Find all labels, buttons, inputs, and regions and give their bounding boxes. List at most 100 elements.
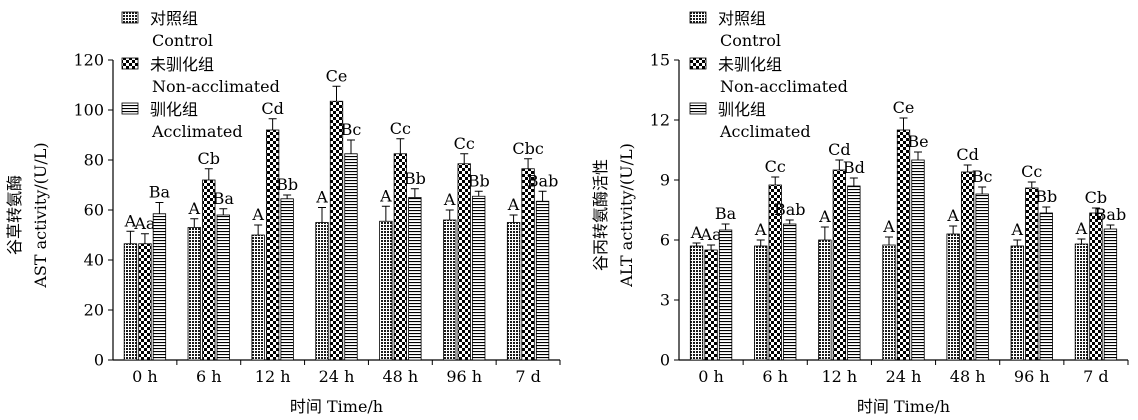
bar xyxy=(280,198,294,361)
y-tick-label: 12 xyxy=(650,111,670,130)
y-axis-label: 谷丙转氨酶活性 xyxy=(591,159,610,271)
data-label: A xyxy=(882,217,895,236)
data-label: Cc xyxy=(454,134,475,153)
bar xyxy=(1103,228,1118,361)
data-label: A xyxy=(124,211,137,230)
legend-swatch xyxy=(121,11,139,24)
y-tick-label: 3 xyxy=(660,291,670,310)
x-tick-label: 6 h xyxy=(762,367,788,386)
data-label: Cb xyxy=(1085,188,1107,207)
legend-label-en: Control xyxy=(152,31,213,50)
bar xyxy=(265,129,280,361)
data-label: A xyxy=(1075,219,1088,238)
x-tick-label: 0 h xyxy=(132,367,158,386)
y-tick-label: 20 xyxy=(84,301,104,320)
data-label: Cd xyxy=(261,99,283,118)
bar xyxy=(506,222,521,361)
legend-swatch xyxy=(689,102,707,115)
bar xyxy=(216,214,230,361)
bar xyxy=(818,239,832,361)
y-tick-label: 15 xyxy=(650,51,670,70)
bar xyxy=(783,223,797,361)
bar xyxy=(1025,187,1039,361)
data-label: Cc xyxy=(765,157,786,176)
bar xyxy=(138,243,152,361)
legend-label-en: Acclimated xyxy=(151,122,243,141)
x-tick-label: 96 h xyxy=(446,367,482,386)
data-label: Ba xyxy=(715,204,737,223)
data-label: A xyxy=(818,207,831,226)
y-axis-label: ALT activity/(U/L) xyxy=(617,143,636,288)
x-tick-label: 12 h xyxy=(821,367,857,386)
bar xyxy=(344,153,358,361)
data-label: A xyxy=(690,223,703,242)
data-label: Bd xyxy=(843,158,865,177)
data-label: Ce xyxy=(893,98,915,117)
data-label: A xyxy=(315,188,328,207)
y-axis-label: 谷草转氨酶 xyxy=(5,175,24,255)
data-label: Ba xyxy=(149,183,171,202)
bar xyxy=(535,200,550,361)
bar xyxy=(457,163,471,361)
legend-label-en: Non-acclimated xyxy=(152,77,280,96)
bar xyxy=(847,185,861,361)
bar xyxy=(123,243,138,361)
legend-label-cn: 未驯化组 xyxy=(718,55,782,74)
data-label: Ce xyxy=(326,66,348,85)
x-tick-label: 24 h xyxy=(319,367,355,386)
y-axis-label: AST activity/(U/L) xyxy=(31,142,50,288)
x-axis-label: 时间 Time/h xyxy=(857,397,950,416)
legend-swatch xyxy=(121,102,139,115)
bar xyxy=(718,229,733,361)
bar xyxy=(946,233,960,361)
data-label: Cd xyxy=(828,140,850,159)
bar xyxy=(443,219,457,361)
legend-swatch xyxy=(689,11,707,24)
data-label: Bb xyxy=(468,171,490,190)
y-tick-label: 60 xyxy=(84,201,104,220)
y-tick-label: 40 xyxy=(84,251,104,270)
data-label: A xyxy=(507,195,520,214)
bar xyxy=(832,169,847,361)
bar xyxy=(896,129,911,361)
bar xyxy=(754,245,768,361)
data-label: Cc xyxy=(1021,162,1042,181)
data-label: A xyxy=(251,205,264,224)
data-label: Bab xyxy=(774,200,806,219)
bar xyxy=(379,220,393,361)
y-tick-label: 0 xyxy=(94,351,104,370)
data-label: Bb xyxy=(404,169,426,188)
data-label: Aa xyxy=(133,214,156,233)
y-tick-label: 0 xyxy=(660,351,670,370)
data-label: Ba xyxy=(213,189,235,208)
data-label: A xyxy=(754,220,767,239)
bar xyxy=(521,168,535,361)
legend-label-cn: 未驯化组 xyxy=(150,55,214,74)
data-label: Cc xyxy=(390,119,411,138)
bar xyxy=(975,193,989,361)
bar xyxy=(704,249,718,361)
y-tick-label: 100 xyxy=(73,101,104,120)
bar xyxy=(472,195,486,361)
bar xyxy=(882,244,896,361)
x-axis-label: 时间 Time/h xyxy=(290,397,383,416)
data-label: Aa xyxy=(700,225,723,244)
x-tick-label: 12 h xyxy=(255,367,291,386)
data-label: A xyxy=(1011,220,1024,239)
data-label: Bc xyxy=(341,120,362,139)
bar xyxy=(251,234,265,361)
y-tick-label: 9 xyxy=(660,171,670,190)
data-label: Bab xyxy=(527,171,559,190)
x-tick-label: 7 d xyxy=(515,367,541,386)
x-tick-label: 7 d xyxy=(1083,367,1109,386)
data-label: Bb xyxy=(276,175,298,194)
data-label: Cb xyxy=(198,149,220,168)
bar xyxy=(187,227,201,361)
bar xyxy=(1089,212,1103,361)
data-label: Cd xyxy=(956,145,978,164)
data-label: A xyxy=(188,199,201,218)
bar xyxy=(1039,212,1053,361)
data-label: Bab xyxy=(1095,205,1127,224)
